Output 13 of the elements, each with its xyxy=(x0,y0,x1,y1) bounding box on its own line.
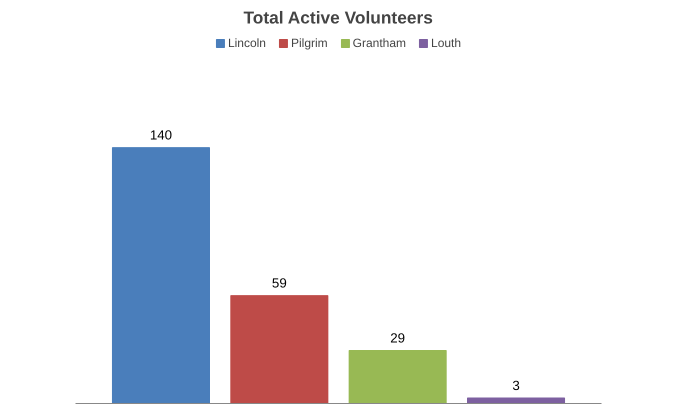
bar xyxy=(467,398,566,404)
bar xyxy=(348,350,447,404)
data-label: 140 xyxy=(150,128,172,143)
legend-label: Lincoln xyxy=(228,36,266,50)
legend-label: Pilgrim xyxy=(290,36,328,50)
legend-label: Louth xyxy=(431,36,462,50)
data-label: 3 xyxy=(512,378,520,394)
chart-title: Total Active Volunteers xyxy=(243,8,433,28)
data-label: 59 xyxy=(272,276,287,291)
bar xyxy=(112,147,210,404)
legend-label: Grantham xyxy=(352,36,406,50)
bar xyxy=(230,295,328,404)
data-label: 29 xyxy=(390,330,406,346)
